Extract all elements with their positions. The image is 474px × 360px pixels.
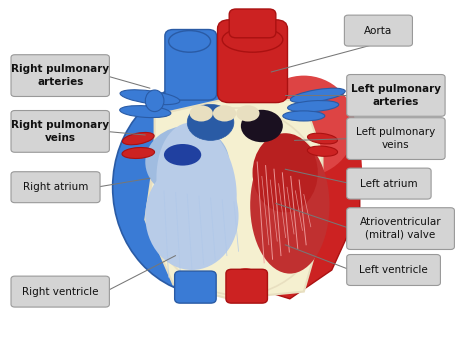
Ellipse shape: [122, 132, 154, 145]
FancyBboxPatch shape: [346, 208, 455, 249]
FancyBboxPatch shape: [346, 75, 445, 116]
Text: Left atrium: Left atrium: [360, 179, 418, 189]
Ellipse shape: [250, 137, 329, 274]
Ellipse shape: [236, 105, 260, 122]
Ellipse shape: [241, 110, 283, 142]
Ellipse shape: [213, 105, 236, 122]
Polygon shape: [146, 97, 322, 299]
Ellipse shape: [222, 27, 283, 52]
FancyBboxPatch shape: [11, 111, 109, 152]
Text: Right pulmonary
arteries: Right pulmonary arteries: [11, 64, 109, 87]
FancyBboxPatch shape: [11, 276, 109, 307]
Ellipse shape: [253, 133, 318, 212]
Ellipse shape: [164, 144, 201, 166]
Text: Left ventricle: Left ventricle: [359, 265, 428, 275]
FancyBboxPatch shape: [346, 168, 431, 199]
FancyBboxPatch shape: [226, 269, 267, 303]
Ellipse shape: [308, 133, 337, 144]
FancyBboxPatch shape: [229, 9, 276, 38]
FancyBboxPatch shape: [11, 172, 100, 203]
Text: Left pulmonary
arteries: Left pulmonary arteries: [351, 84, 441, 107]
FancyBboxPatch shape: [165, 30, 217, 100]
FancyBboxPatch shape: [11, 55, 109, 96]
Ellipse shape: [122, 148, 155, 158]
FancyBboxPatch shape: [346, 118, 445, 159]
Text: Atrioventricular
(mitral) valve: Atrioventricular (mitral) valve: [360, 217, 441, 240]
Ellipse shape: [169, 31, 210, 52]
FancyBboxPatch shape: [346, 255, 440, 285]
Ellipse shape: [241, 79, 362, 266]
Text: Aorta: Aorta: [365, 26, 392, 36]
Polygon shape: [238, 83, 360, 299]
Text: Right pulmonary
veins: Right pulmonary veins: [11, 120, 109, 143]
FancyBboxPatch shape: [345, 15, 412, 46]
FancyBboxPatch shape: [218, 20, 288, 103]
Ellipse shape: [150, 108, 327, 295]
Text: Right ventricle: Right ventricle: [22, 287, 99, 297]
Ellipse shape: [120, 105, 171, 118]
Ellipse shape: [288, 100, 339, 112]
FancyBboxPatch shape: [174, 271, 216, 303]
Ellipse shape: [120, 90, 180, 105]
Ellipse shape: [113, 79, 309, 295]
Ellipse shape: [230, 268, 261, 293]
Ellipse shape: [291, 88, 345, 103]
Ellipse shape: [283, 111, 325, 121]
Text: Right atrium: Right atrium: [23, 182, 88, 192]
Ellipse shape: [146, 126, 229, 198]
Ellipse shape: [156, 123, 237, 252]
Ellipse shape: [253, 76, 355, 176]
Ellipse shape: [146, 162, 238, 270]
Ellipse shape: [307, 146, 337, 156]
Text: Left pulmonary
veins: Left pulmonary veins: [356, 127, 436, 150]
Ellipse shape: [146, 90, 164, 112]
Ellipse shape: [190, 105, 213, 122]
Ellipse shape: [187, 104, 234, 140]
Ellipse shape: [179, 272, 210, 297]
